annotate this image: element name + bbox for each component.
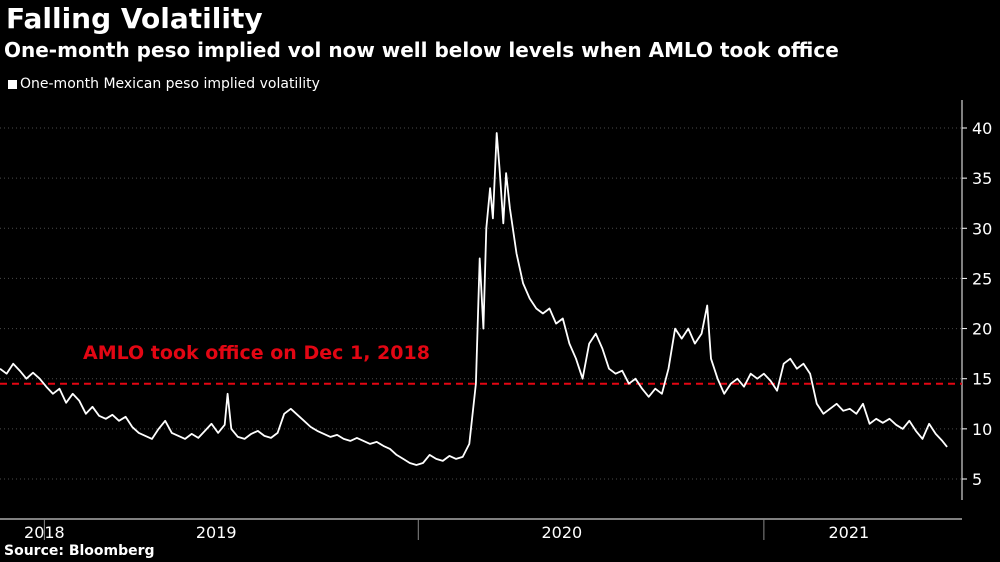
y-tick-label-10: 10	[972, 420, 992, 439]
y-tick-label-15: 15	[972, 370, 992, 389]
y-tick-label-5: 5	[972, 470, 982, 489]
x-tick-label-2021: 2021	[828, 523, 869, 542]
y-tick-label-40: 40	[972, 119, 992, 138]
y-tick-label-25: 25	[972, 269, 992, 288]
reference-line-label: AMLO took office on Dec 1, 2018	[83, 342, 430, 364]
y-tick-label-30: 30	[972, 219, 992, 238]
legend: One-month Mexican peso implied volatilit…	[8, 76, 320, 92]
y-tick-label-35: 35	[972, 169, 992, 188]
legend-swatch	[8, 79, 17, 89]
series-line-0	[0, 132, 948, 466]
x-tick-label-2020: 2020	[541, 523, 582, 542]
source-note: Source: Bloomberg	[4, 543, 155, 559]
legend-label: One-month Mexican peso implied volatilit…	[20, 76, 320, 92]
y-tick-label-20: 20	[972, 320, 992, 339]
chart-title: Falling Volatility	[6, 2, 263, 35]
chart-subtitle: One-month peso implied vol now well belo…	[4, 38, 839, 62]
x-tick-label-2018: 2018	[24, 523, 65, 542]
x-tick-label-2019: 2019	[196, 523, 237, 542]
